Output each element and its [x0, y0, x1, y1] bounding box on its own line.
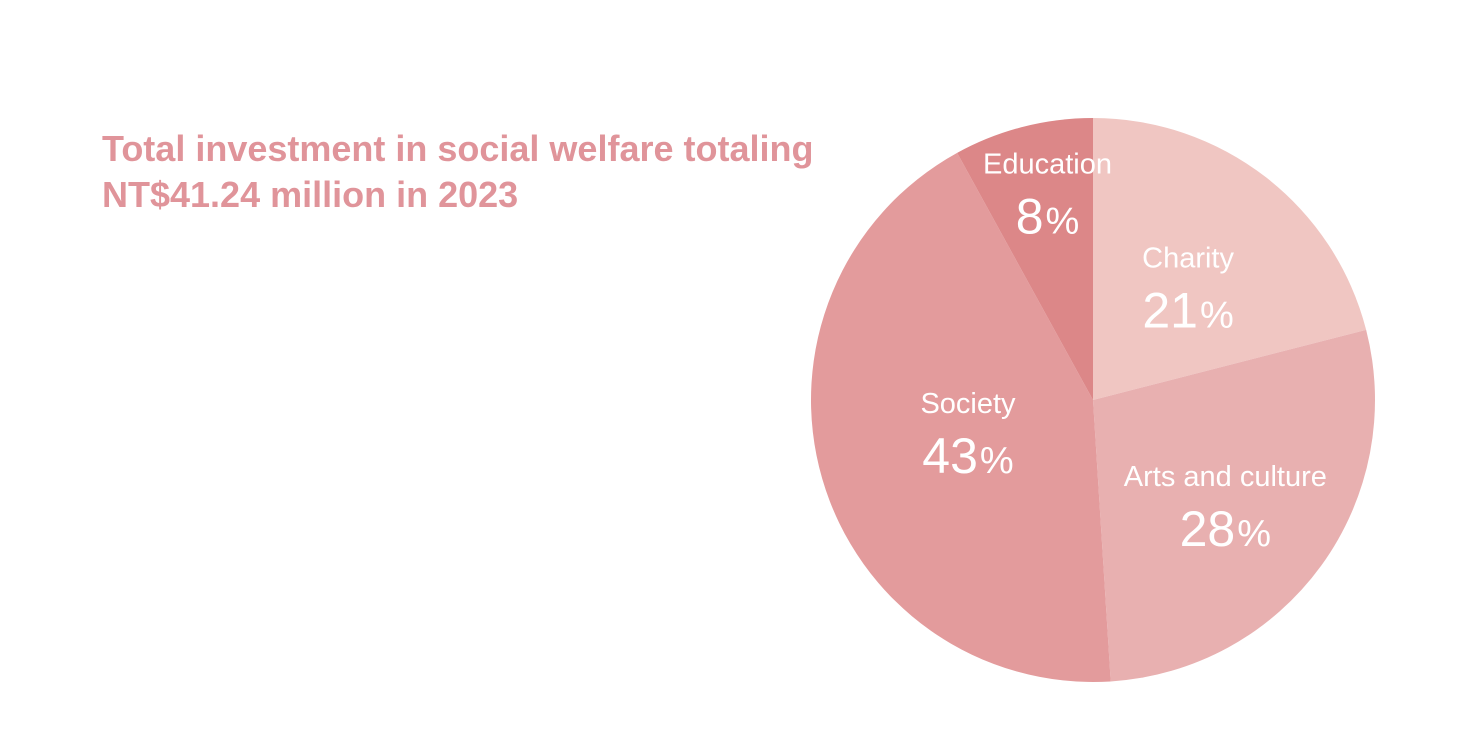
pie-slice-education: [957, 118, 1093, 400]
chart-title: Total investment in social welfare total…: [102, 126, 862, 218]
pie-slice-charity: [1093, 118, 1367, 400]
pie-label-arts-and-culture: Arts and culture: [1124, 461, 1327, 493]
pie-label-charity: Charity: [1142, 242, 1234, 274]
pie-value-arts-and-culture: 28%: [1180, 501, 1271, 557]
pie-slice-arts-and-culture: [1093, 329, 1375, 682]
pie-value-society: 43%: [922, 428, 1013, 484]
pie-labels: Charity 21% Arts and culture 28% Society 43% E…: [920, 148, 1326, 557]
pie-label-society: Society: [920, 388, 1016, 420]
pie-label-education: Education: [983, 148, 1112, 180]
chart-title-line-2: NT$41.24 million in 2023: [102, 174, 519, 215]
pie-value-charity: 21%: [1142, 282, 1233, 338]
chart-title-line-1: Total investment in social welfare total…: [102, 128, 814, 169]
pie-slice-society: [810, 152, 1111, 682]
pie-value-education: 8%: [1016, 188, 1080, 244]
pie-slices: [810, 118, 1375, 682]
